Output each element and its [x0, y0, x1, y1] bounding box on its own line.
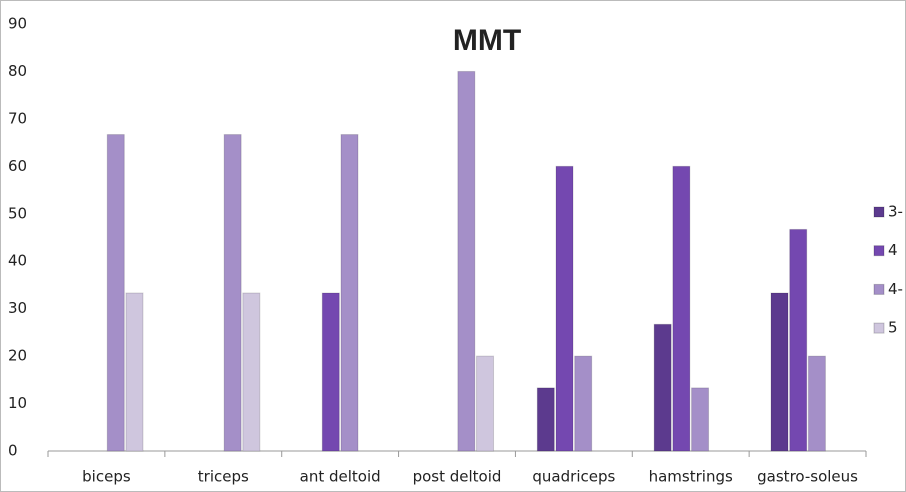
y-tick-label: 20 [8, 347, 27, 365]
bar [223, 134, 242, 452]
y-tick-label: 50 [8, 204, 27, 222]
x-tick-label: ant deltoid [300, 468, 381, 486]
legend-swatch [873, 322, 885, 334]
bar [340, 134, 359, 452]
x-tick-label: hamstrings [649, 468, 733, 486]
bar [125, 292, 144, 452]
y-tick-label: 90 [8, 15, 27, 33]
legend-swatch [873, 245, 885, 257]
legend-label: 5 [888, 319, 898, 337]
legend-swatch [873, 283, 885, 295]
x-tick-label: triceps [198, 468, 249, 486]
y-tick-label: 80 [8, 62, 27, 80]
bar [672, 165, 691, 452]
bar [653, 323, 672, 452]
y-tick-label: 40 [8, 252, 27, 270]
legend-label: 4 [888, 241, 898, 259]
y-tick-label: 70 [8, 109, 27, 127]
bar [536, 387, 555, 452]
legend-swatch [873, 206, 885, 218]
legend-label: 4- [888, 280, 903, 298]
bar [476, 355, 495, 452]
x-tick-label: post deltoid [413, 468, 502, 486]
y-tick-label: 10 [8, 394, 27, 412]
bar [242, 292, 261, 452]
x-tick-label: gastro-soleus [757, 468, 858, 486]
y-tick-label: 60 [8, 157, 27, 175]
y-tick-label: 30 [8, 299, 27, 317]
y-tick-label: 0 [8, 442, 18, 460]
bar [457, 70, 476, 452]
legend-label: 3- [888, 203, 903, 221]
bar [574, 355, 593, 452]
x-tick-label: quadriceps [532, 468, 615, 486]
bar [555, 165, 574, 452]
chart-title: MMT [453, 24, 521, 57]
bar [789, 228, 808, 452]
bar [691, 387, 710, 452]
bar [106, 134, 125, 452]
bar [770, 292, 789, 452]
x-tick-label: biceps [82, 468, 131, 486]
bar [321, 292, 340, 452]
bar [807, 355, 826, 452]
